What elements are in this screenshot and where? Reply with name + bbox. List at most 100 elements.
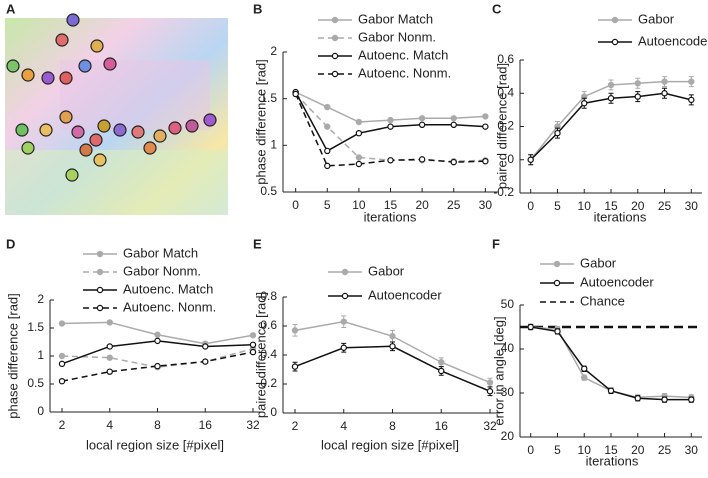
- y-tick-label: 0: [507, 152, 514, 166]
- legend-marker: [611, 38, 619, 46]
- marker: [688, 78, 695, 85]
- panel-label: F: [492, 236, 500, 251]
- y-tick-label: 1: [270, 138, 277, 152]
- x-tick-label: 2: [59, 418, 66, 432]
- x-tick-label: 10: [578, 443, 592, 457]
- marker: [340, 318, 347, 325]
- marker: [291, 327, 299, 334]
- x-tick-label: 16: [435, 419, 449, 433]
- x-tick-label: 30: [479, 198, 493, 212]
- x-tick-label: 15: [604, 199, 618, 213]
- y-tick-label: 0.8: [260, 289, 277, 303]
- marker: [688, 96, 695, 104]
- marker: [607, 387, 615, 394]
- x-tick-label: 8: [154, 418, 161, 432]
- x-tick-label: 32: [246, 418, 260, 432]
- marker: [355, 129, 363, 137]
- panel-label: A: [6, 1, 16, 16]
- marker: [607, 81, 615, 89]
- marker: [202, 358, 209, 365]
- marker: [688, 396, 695, 403]
- marker: [106, 354, 113, 361]
- series-line: [294, 345, 491, 392]
- legend-label: Gabor: [580, 255, 617, 270]
- marker: [355, 154, 363, 161]
- x-tick-label: 20: [415, 198, 429, 212]
- panel-a-image: [5, 13, 228, 215]
- x-tick-label: 25: [447, 198, 461, 212]
- marker: [607, 95, 615, 102]
- x-tick-label: 10: [578, 199, 592, 213]
- marker: [355, 118, 363, 126]
- y-tick-label: 0.6: [497, 52, 514, 66]
- legend-marker: [331, 34, 339, 42]
- y-axis-label: phase difference [rad]: [5, 293, 20, 419]
- legend-marker: [331, 52, 339, 60]
- marker: [355, 160, 363, 168]
- marker: [661, 90, 668, 97]
- y-tick-label: 2: [37, 292, 44, 306]
- x-tick-label: 25: [658, 443, 672, 457]
- x-tick-label: 20: [631, 199, 645, 213]
- marker: [58, 360, 66, 368]
- marker: [450, 158, 457, 166]
- marker: [249, 332, 257, 339]
- marker: [389, 343, 396, 350]
- marker: [634, 395, 641, 402]
- panel-label: E: [253, 236, 262, 251]
- marker: [387, 123, 394, 130]
- x-tick-label: 16: [199, 418, 213, 432]
- legend-marker: [96, 304, 104, 312]
- y-tick-label: 50: [501, 297, 515, 311]
- x-tick-label: 5: [554, 443, 561, 457]
- x-tick-label: 32: [483, 419, 497, 433]
- legend-marker: [96, 286, 104, 294]
- x-tick-label: 5: [324, 198, 331, 212]
- marker: [154, 331, 161, 338]
- y-tick-label: 30: [501, 385, 515, 399]
- x-tick-label: 30: [685, 199, 699, 213]
- marker: [58, 378, 66, 385]
- series-line: [61, 351, 254, 382]
- y-tick-label: 1: [37, 348, 44, 362]
- marker: [418, 121, 426, 129]
- marker: [661, 396, 668, 403]
- x-tick-label: 4: [340, 419, 347, 433]
- legend-label: Autoenc. Nonm.: [123, 299, 216, 314]
- x-tick-label: 15: [384, 198, 398, 212]
- legend-label: Gabor Match: [123, 245, 198, 260]
- marker: [324, 123, 331, 130]
- legend-marker: [96, 268, 104, 276]
- legend-label: Gabor Match: [358, 11, 433, 26]
- y-tick-label: 40: [501, 341, 515, 355]
- y-tick-label: 20: [501, 429, 515, 443]
- series-line: [61, 340, 254, 365]
- marker: [554, 129, 561, 137]
- marker: [661, 78, 668, 85]
- marker: [389, 332, 396, 340]
- series-line: [530, 326, 692, 399]
- legend-label: Gabor: [368, 263, 405, 278]
- x-tick-label: 4: [106, 418, 113, 432]
- legend-label: Gabor Nonm.: [123, 263, 201, 278]
- marker: [486, 379, 494, 386]
- x-tick-label: 5: [554, 199, 561, 213]
- legend-marker: [96, 250, 104, 258]
- x-axis-label: iterations: [594, 209, 647, 224]
- marker: [450, 121, 457, 129]
- marker: [324, 103, 331, 111]
- y-tick-label: 1.5: [27, 320, 44, 334]
- legend-label: Autoenc. Nonm.: [358, 65, 451, 80]
- legend-label: Autoencoder: [580, 274, 654, 289]
- y-tick-label: -0.2: [493, 185, 514, 199]
- marker: [387, 116, 394, 124]
- x-axis-label: iterations: [364, 209, 417, 224]
- marker: [482, 113, 489, 120]
- y-axis-label: phase difference [rad]: [253, 59, 268, 185]
- y-tick-label: 0.5: [27, 376, 44, 390]
- y-tick-label: 0.6: [260, 318, 277, 332]
- marker: [58, 320, 66, 327]
- y-tick-label: 1.5: [260, 91, 277, 105]
- x-axis-label: local region size [#pixel]: [86, 437, 224, 452]
